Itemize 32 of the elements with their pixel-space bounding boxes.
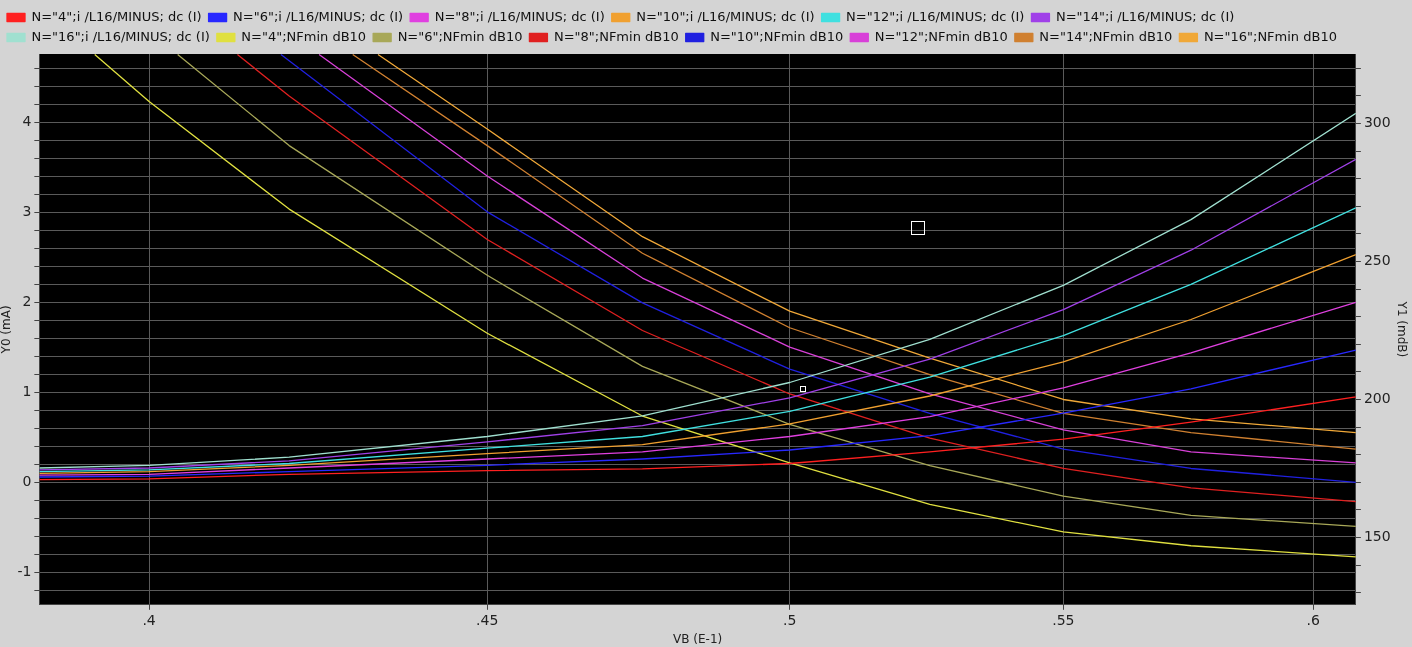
legend-label: N="4";i /L16/MINUS; dc (I) [31, 8, 202, 24]
x-tick-label: .55 [1052, 611, 1075, 628]
legend-label: N="16";NFmin dB10 [1203, 28, 1337, 44]
legend-label: N="6";i /L16/MINUS; dc (I) [233, 8, 404, 24]
legend-label: N="8";i /L16/MINUS; dc (I) [434, 8, 605, 24]
y2-axis-title: Y1 (mdB) [1394, 300, 1409, 358]
legend-label: N="14";NFmin dB10 [1039, 28, 1173, 44]
legend-label: N="6";NFmin dB10 [397, 28, 523, 44]
x-tick-label: .4 [142, 611, 156, 628]
y-tick-label: 3 [22, 203, 32, 220]
y2-tick-label: 250 [1363, 252, 1391, 269]
x-tick-label: .5 [783, 611, 797, 628]
x-axis-title: VB (E-1) [673, 631, 723, 646]
y2-tick-label: 200 [1363, 390, 1391, 407]
y-tick-label: 1 [22, 383, 32, 400]
legend-label: N="12";NFmin dB10 [874, 28, 1008, 44]
y-tick-label: 4 [22, 113, 32, 130]
y2-tick-label: 300 [1363, 114, 1391, 131]
legend-label: N="16";i /L16/MINUS; dc (I) [31, 28, 210, 44]
y-axis-title: Y0 (mA) [0, 305, 14, 355]
x-tick-label: .45 [476, 611, 499, 628]
legend-label: N="8";NFmin dB10 [553, 28, 679, 44]
legend-label: N="12";i /L16/MINUS; dc (I) [846, 8, 1025, 24]
legend-label: N="14";i /L16/MINUS; dc (I) [1055, 8, 1235, 24]
legend-label: N="4";NFmin dB10 [241, 28, 367, 44]
y-tick-label: 0 [22, 473, 32, 490]
y2-tick-label: 150 [1363, 528, 1391, 545]
y-tick-label: 2 [22, 293, 32, 310]
x-tick-label: .6 [1306, 611, 1320, 628]
legend-label: N="10";i /L16/MINUS; dc (I) [636, 8, 815, 24]
y-tick-label: -1 [17, 563, 32, 580]
legend-label: N="10";NFmin dB10 [710, 28, 844, 44]
